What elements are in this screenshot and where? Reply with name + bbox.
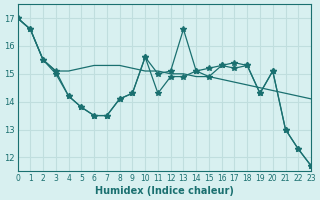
X-axis label: Humidex (Indice chaleur): Humidex (Indice chaleur)	[95, 186, 234, 196]
